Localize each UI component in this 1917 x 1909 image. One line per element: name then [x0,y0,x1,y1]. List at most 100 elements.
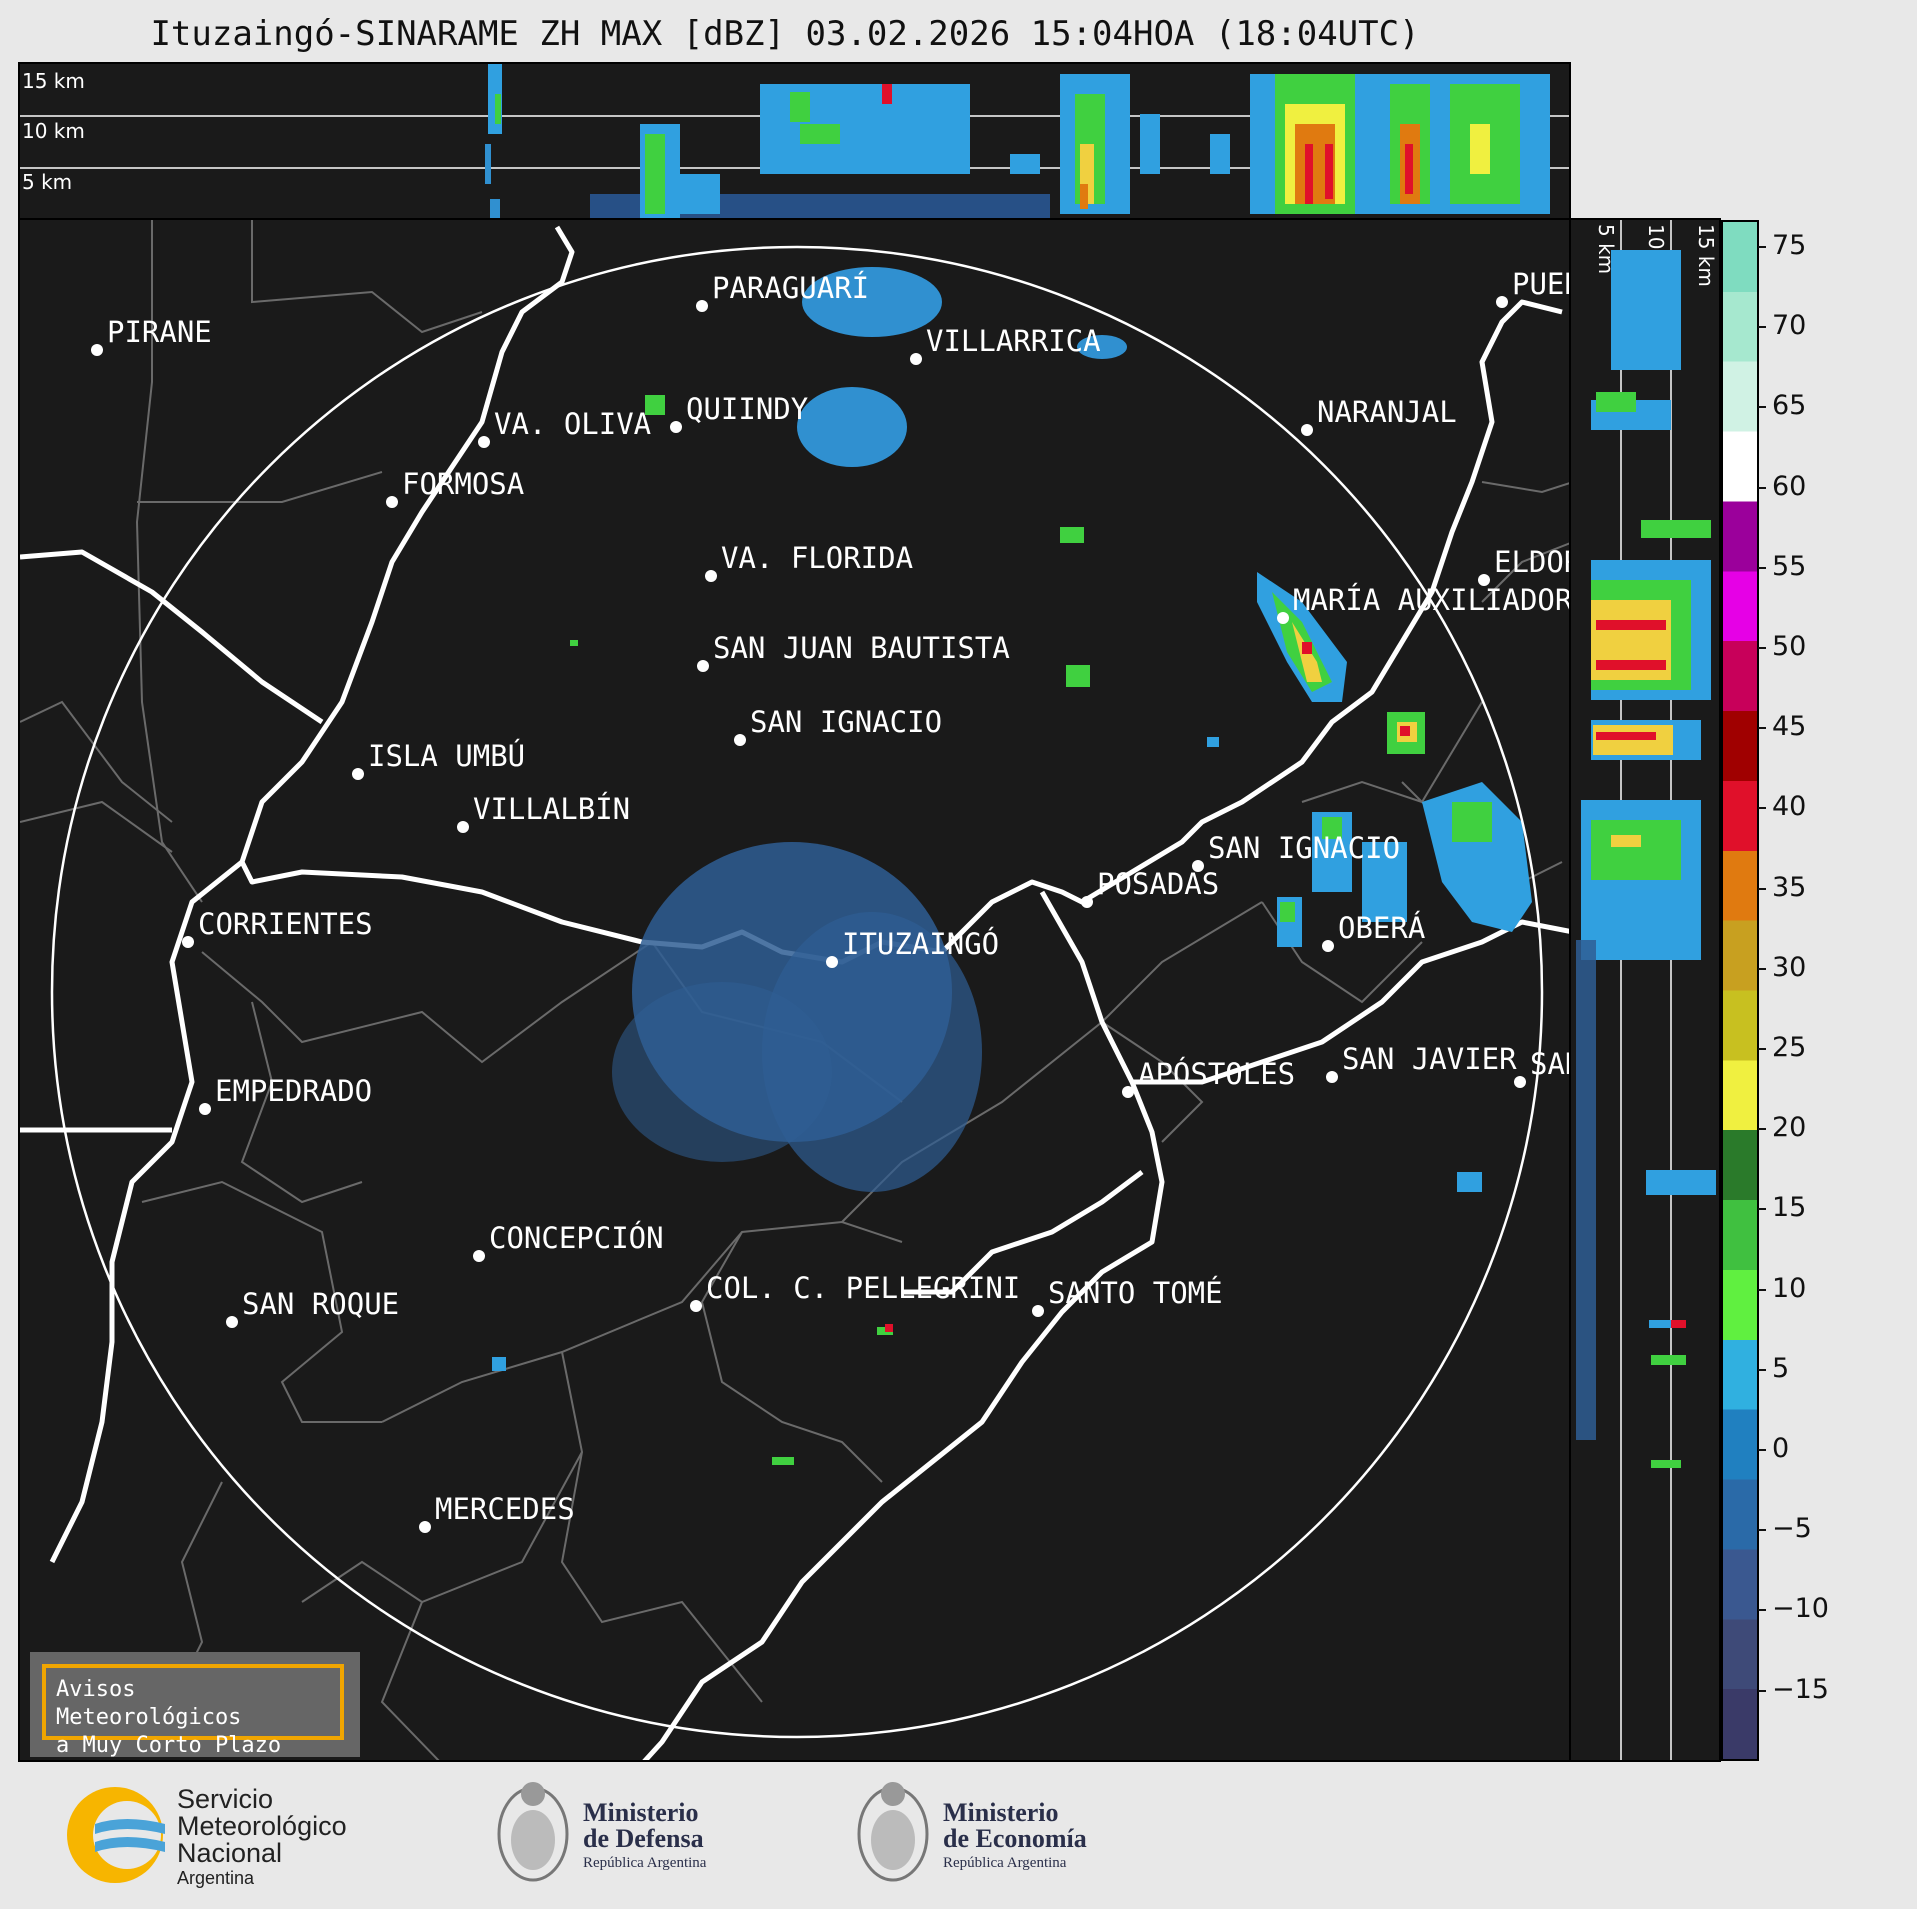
city-label: SANTO TOMÉ [1048,1276,1223,1310]
colorbar-tick-label: 70 [1757,310,1806,341]
city-label: PUER [1512,267,1571,301]
coat-of-arms-icon [497,1782,569,1882]
range-ring [50,245,1544,1739]
city-label: MERCEDES [435,1492,575,1526]
altitude-label-5km: 5 km [22,170,72,194]
colorbar-tick-label: 0 [1757,1433,1789,1464]
city-marker [1326,1071,1338,1083]
city-marker [352,768,364,780]
smn-emblem-icon [67,1787,165,1883]
smn-line2: Meteorológico [177,1811,347,1841]
city-label: ITUZAINGÓ [842,927,999,961]
colorbar-tick-label: 60 [1757,471,1806,502]
city-marker [1478,574,1490,586]
city-label: OBERÁ [1338,911,1425,945]
city-marker [1277,612,1289,624]
economia-line3: República Argentina [943,1855,1067,1871]
warning-line-1: Avisos Meteorológicos [56,1677,242,1730]
city-label: ISLA UMBÚ [368,739,525,773]
city-label: VA. FLORIDA [721,541,913,575]
city-marker [386,496,398,508]
colorbar-tick-label: 55 [1757,551,1806,582]
colorbar-tick-label: 40 [1757,791,1806,822]
altitude-label-15km: 15 km [22,69,85,93]
city-label: SAN [1530,1047,1571,1081]
city-label: SAN IGNACIO [750,705,942,739]
city-marker [182,936,194,948]
altitude-label-10km: 10 km [22,119,85,143]
colorbar-tick-label: 35 [1757,872,1806,903]
smn-logo: Servicio Meteorológico Nacional Argentin… [55,1780,395,1890]
smn-line3: Nacional [177,1838,283,1868]
coat-of-arms-icon [857,1782,929,1882]
city-label: EMPEDRADO [215,1074,372,1108]
warning-box-frame[interactable]: Avisos Meteorológicos a Muy Corto Plazo [42,1664,344,1758]
colorbar-tick-label: 75 [1757,230,1806,261]
city-label: SAN ROQUE [242,1287,399,1321]
city-marker [690,1300,702,1312]
side-cross-section: 5 km 10 km 15 km [1576,220,1718,1760]
defensa-logo: Ministerio de Defensa República Argentin… [495,1772,755,1902]
city-label: VILLALBÍN [473,792,630,826]
top-cross-section-panel: 15 km 10 km 5 km [18,62,1571,220]
city-label: POSADAS [1097,867,1219,901]
city-marker [1192,860,1204,872]
top-echoes [485,64,1550,218]
city-label: SAN JAVIER [1342,1042,1517,1076]
city-marker [705,570,717,582]
city-marker [1081,896,1093,908]
city-label: CONCEPCIÓN [489,1221,664,1255]
city-marker [697,660,709,672]
city-label: SAN JUAN BAUTISTA [713,631,1010,665]
city-marker [91,344,103,356]
city-marker [419,1521,431,1533]
city-marker [457,821,469,833]
radar-map: PIRANE PARAGUARÍ VILLARRICA QUIINDY VA. OLIV… [18,218,1571,1762]
colorbar-tick-label: −5 [1758,1513,1812,1544]
radar-echoes [492,267,1532,1465]
economia-line2: de Economía [943,1824,1087,1853]
colorbar-tick-label: 50 [1757,631,1806,662]
colorbar-tick-label: 65 [1757,390,1806,421]
city-marker [1301,424,1313,436]
city-marker [473,1250,485,1262]
city-label: ELDOR [1494,545,1571,579]
city-label: CORRIENTES [198,907,373,941]
city-marker [226,1316,238,1328]
city-label: PARAGUARÍ [712,271,869,305]
city-marker [696,300,708,312]
side-altitude-label-15km: 15 km [1694,224,1718,287]
city-marker [1496,296,1508,308]
city-label: VA. OLIVA [494,407,651,441]
colorbar-tick-label: 10 [1757,1273,1806,1304]
colorbar-tick-label: −15 [1758,1674,1829,1705]
city-label: VILLARRICA [926,324,1101,358]
city-label: APÓSTOLES [1138,1057,1295,1091]
colorbar-tick-label: 30 [1757,952,1806,983]
warning-box[interactable]: Avisos Meteorológicos a Muy Corto Plazo [30,1652,360,1758]
city-marker [1032,1305,1044,1317]
smn-line4: Argentina [177,1868,255,1888]
side-echoes [1576,250,1716,1468]
page-title: Ituzaingó-SINARAME ZH MAX [dBZ] 03.02.20… [150,14,1420,54]
city-label: COL. C. PELLEGRINI [706,1271,1020,1305]
city-marker [670,421,682,433]
city-marker [1122,1086,1134,1098]
city-marker [478,436,490,448]
city-marker [1322,940,1334,952]
warning-line-2: a Muy Corto Plazo [56,1733,282,1758]
city-label: QUIINDY [686,392,808,426]
colorbar-tick-label: 15 [1757,1192,1806,1223]
top-cross-section: 15 km 10 km 5 km [20,64,1569,218]
side-cross-section-panel: 5 km 10 km 15 km [1569,218,1721,1762]
city-label: NARANJAL [1317,395,1457,429]
colorbar-tick-label: 20 [1757,1112,1806,1143]
city-marker [826,956,838,968]
colorbar-tick-label: 45 [1757,711,1806,742]
city-marker [1514,1076,1526,1088]
colorbar-tick-label: −10 [1758,1593,1829,1624]
colorbar [1721,220,1759,1761]
defensa-line3: República Argentina [583,1855,707,1871]
city-label: FORMOSA [402,467,524,501]
city-markers: PIRANE PARAGUARÍ VILLARRICA QUIINDY VA. OLIV… [91,267,1571,1533]
